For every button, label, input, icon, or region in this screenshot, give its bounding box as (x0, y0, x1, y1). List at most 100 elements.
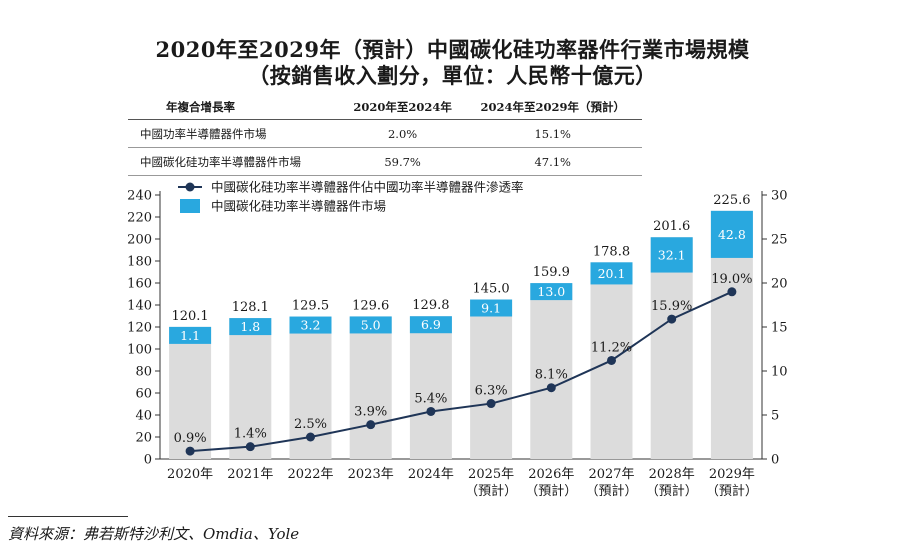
cagr-value: 2.0% (341, 119, 464, 148)
total-market-value-label: 129.5 (292, 299, 329, 314)
left-axis-tick-label: 100 (127, 343, 152, 358)
table-row: 中國功率半導體器件市場 2.0% 15.1% (128, 119, 642, 148)
penetration-rate-line (190, 290, 733, 453)
sic-market-value-label: 5.0 (361, 317, 381, 332)
left-axis-tick-label: 220 (127, 211, 152, 226)
cagr-table: 年複合增長率 2020年至2024年 2024年至2029年（預計） 中國功率半… (128, 96, 642, 176)
total-market-bar (349, 316, 392, 459)
penetration-rate-point (546, 383, 556, 393)
left-axis-tick-label: 80 (135, 365, 152, 380)
left-axis-tick-label: 160 (127, 277, 152, 292)
left-axis-tick-label: 20 (135, 431, 152, 446)
penetration-rate-point (667, 314, 677, 324)
source-note: 資料來源：弗若斯特沙利文、Omdia、Yole (8, 525, 300, 543)
sic-market-value-label: 6.9 (421, 317, 441, 332)
penetration-rate-point (486, 399, 496, 409)
penetration-rate-point (607, 355, 616, 365)
x-axis-category-label: 2026年 (528, 467, 574, 482)
penetration-rate-label: 0.9% (174, 431, 207, 446)
x-axis-category-label: 2029年 (709, 467, 755, 482)
cagr-value: 47.1% (463, 147, 642, 176)
left-axis-tick-label: 140 (127, 299, 152, 314)
x-axis-category-label: （預計） (646, 483, 698, 499)
total-market-value-label: 201.6 (653, 219, 690, 234)
cagr-row-label: 中國碳化硅功率半導體器件市場 (128, 147, 342, 176)
sic-market-value-label: 32.1 (658, 247, 686, 262)
left-axis-tick-label: 0 (144, 453, 152, 468)
penetration-rate-point (366, 420, 376, 430)
penetration-rate-label: 6.3% (475, 384, 508, 399)
cagr-header-period-1: 2020年至2024年 (341, 96, 464, 120)
penetration-rate-label: 1.4% (234, 427, 267, 442)
left-axis-tick-label: 240 (127, 189, 152, 204)
x-axis-category-label: 2027年 (588, 467, 634, 482)
total-market-bar (169, 326, 212, 459)
x-axis-category-label: 2020年 (167, 467, 213, 482)
total-market-value-label: 225.6 (713, 193, 750, 208)
total-market-value-label: 159.9 (533, 265, 570, 280)
penetration-rate-point (245, 442, 255, 452)
left-axis-tick-label: 40 (135, 409, 152, 424)
cagr-row-label: 中國功率半導體器件市場 (128, 119, 342, 148)
sic-market-bar (229, 318, 272, 336)
sic-market-bar (590, 262, 633, 285)
total-market-value-label: 145.0 (472, 282, 509, 297)
x-axis-category-label: 2023年 (348, 467, 394, 482)
legend-sic-market: 中國碳化硅功率半導體器件市場 (211, 199, 386, 214)
cagr-header-label: 年複合增長率 (128, 96, 342, 120)
total-market-bar (650, 237, 693, 459)
sic-market-bar (289, 316, 332, 334)
chart-subtitle: （按銷售收入劃分，單位：人民幣十億元） (248, 63, 657, 88)
left-axis-tick-label: 120 (127, 321, 152, 336)
right-axis-tick-label: 30 (771, 189, 788, 204)
right-axis-tick-label: 20 (771, 277, 788, 292)
total-market-bar (470, 299, 513, 459)
sic-market-bar (530, 283, 573, 301)
x-axis-category-label: （預計） (585, 483, 637, 499)
left-axis-tick-label: 60 (135, 387, 152, 402)
cagr-header-period-2: 2024年至2029年（預計） (463, 96, 642, 120)
total-market-value-label: 128.1 (232, 300, 269, 315)
total-market-value-label: 120.1 (171, 309, 208, 324)
penetration-rate-label: 3.9% (354, 405, 387, 420)
x-axis-category-label: （預計） (465, 483, 517, 499)
right-axis-tick-label: 25 (771, 233, 788, 248)
total-market-value-label: 178.8 (593, 244, 630, 259)
sic-market-value-label: 9.1 (481, 301, 501, 316)
legend-penetration-rate: 中國碳化硅功率半導體器件佔中國功率半導體器件滲透率 (211, 180, 524, 195)
sic-market-value-label: 20.1 (598, 266, 626, 281)
sic-market-bar (169, 326, 212, 344)
sic-market-value-label: 13.0 (537, 284, 565, 299)
table-row: 中國碳化硅功率半導體器件市場 59.7% 47.1% (128, 147, 642, 176)
cagr-header-row: 年複合增長率 2020年至2024年 2024年至2029年（預計） (128, 96, 642, 120)
left-axis-tick-label: 200 (127, 233, 152, 248)
penetration-rate-label: 11.2% (591, 340, 632, 355)
x-axis-category-label: 2024年 (408, 467, 454, 482)
sic-market-bar (349, 316, 392, 334)
sic-market-value-label: 1.1 (180, 328, 200, 343)
cagr-value: 15.1% (463, 119, 642, 148)
sic-market-value-label: 42.8 (718, 227, 746, 242)
sic-market-value-label: 1.8 (240, 319, 260, 334)
sic-market-bar (650, 237, 693, 273)
penetration-rate-point (727, 287, 737, 297)
sic-market-value-label: 3.2 (301, 318, 321, 333)
right-axis-tick-label: 10 (771, 365, 788, 380)
legend-bar-swatch (180, 199, 200, 213)
x-axis-category-label: （預計） (525, 483, 577, 499)
x-axis-category-label: 2021年 (227, 467, 273, 482)
total-market-value-label: 129.6 (352, 298, 389, 313)
x-axis-category-label: （預計） (706, 483, 758, 499)
cagr-value: 59.7% (341, 147, 464, 176)
total-market-bar (409, 316, 452, 459)
x-axis-category-label: 2022年 (287, 467, 333, 482)
penetration-rate-point (426, 406, 436, 416)
total-market-value-label: 129.8 (412, 298, 449, 313)
legend-line-marker (185, 182, 195, 192)
source-divider (8, 516, 128, 517)
penetration-rate-label: 5.4% (414, 391, 447, 406)
right-axis-tick-label: 5 (771, 409, 779, 424)
penetration-rate-label: 8.1% (535, 368, 568, 383)
penetration-rate-label: 19.0% (711, 272, 752, 287)
